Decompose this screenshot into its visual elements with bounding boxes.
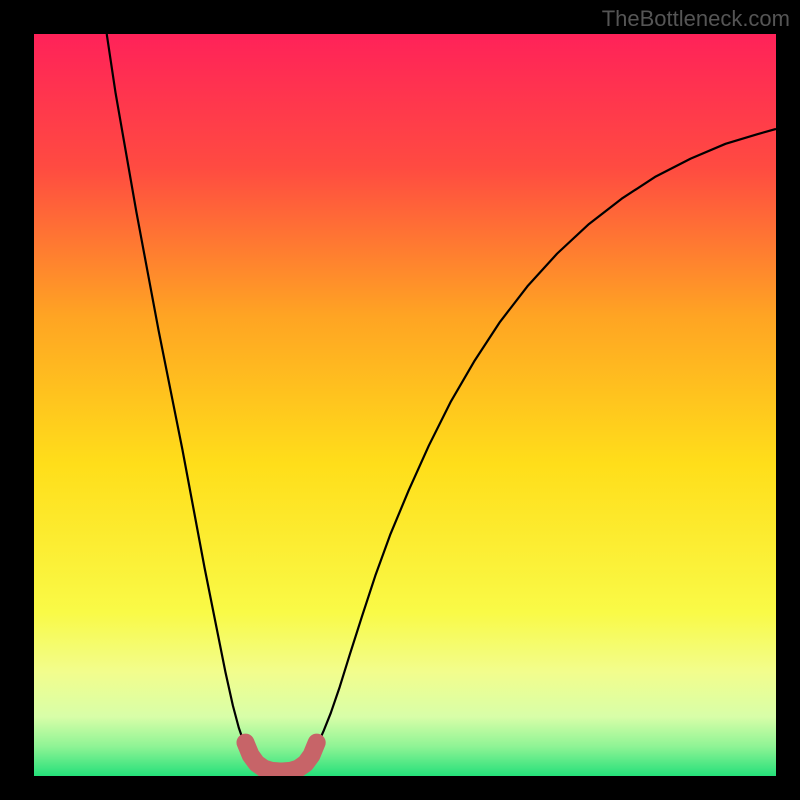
watermark-text: TheBottleneck.com (602, 6, 790, 32)
plot-area (34, 34, 776, 776)
plot-background (34, 34, 776, 776)
plot-svg (34, 34, 776, 776)
chart-container: { "watermark": { "text": "TheBottleneck.… (0, 0, 800, 800)
